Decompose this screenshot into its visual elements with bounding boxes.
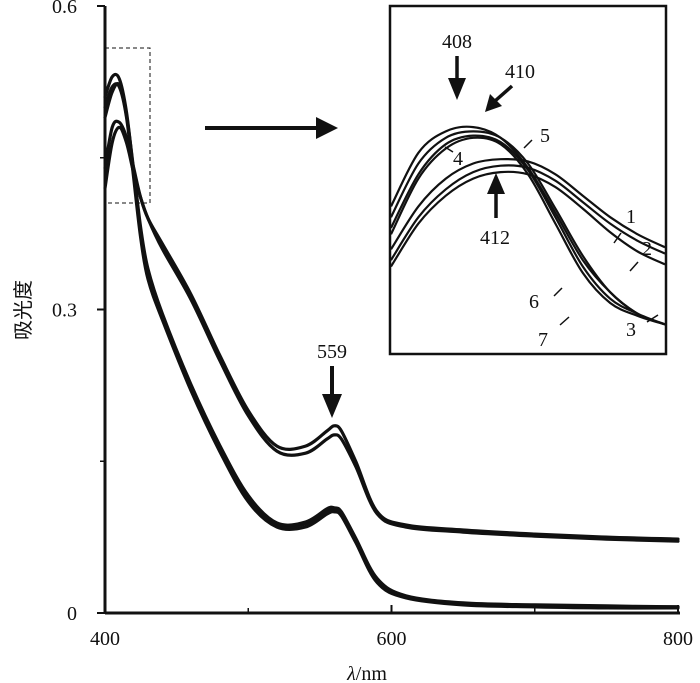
inset-panel: 408 410 412 1 2 3 4 5 6 7 xyxy=(388,4,668,356)
inset-curve-1 xyxy=(391,157,665,250)
inset-arrowhead-410 xyxy=(485,94,502,112)
inset-curve-marker-7 xyxy=(559,316,570,326)
inset-curve-marker-1 xyxy=(613,232,622,244)
spectrum-curve-5 xyxy=(103,82,680,609)
x-tick-label-1: 600 xyxy=(377,628,407,650)
inset-arrowhead-408 xyxy=(448,78,466,100)
x-tick-label-2: 800 xyxy=(663,628,693,650)
inset-curve-marker-2 xyxy=(629,261,639,272)
inset-curve-number-5: 5 xyxy=(540,125,550,147)
inset-curve-marker-6 xyxy=(553,287,563,297)
x-tick-label-0: 400 xyxy=(90,628,120,650)
inset-curve-marker-4 xyxy=(444,146,454,153)
inset-frame xyxy=(388,4,668,356)
inset-curve-7 xyxy=(391,136,665,326)
inset-curve-number-3: 3 xyxy=(626,319,636,341)
inset-curve-number-1: 1 xyxy=(626,206,636,228)
x-axis-label: λ/nm xyxy=(346,663,387,683)
inset-curve-marker-3 xyxy=(646,314,659,323)
tick-labels: 400 600 800 0 0.3 0.6 xyxy=(52,0,693,650)
y-tick-label-0: 0 xyxy=(67,603,77,625)
inset-curve-number-7: 7 xyxy=(538,329,548,351)
inset-curve-6 xyxy=(391,134,665,326)
main-curves xyxy=(103,72,680,610)
inset-curve-5 xyxy=(391,130,665,326)
inset-curve-number-6: 6 xyxy=(529,291,539,313)
inset-arrowhead-412 xyxy=(487,173,505,194)
y-axis-label: 吸光度 xyxy=(12,280,35,340)
zoom-arrow xyxy=(205,117,338,139)
inset-peak-410-label: 410 xyxy=(505,61,535,83)
inset-peak-412-label: 412 xyxy=(480,227,510,249)
y-tick-label-2: 0.6 xyxy=(52,0,77,18)
peak-559-annotation: 559 xyxy=(317,341,347,418)
x-axis-label-unit: /nm xyxy=(356,663,388,683)
inset-curves xyxy=(391,125,665,326)
inset-curve-marker-5 xyxy=(523,139,533,149)
inset-peak-408-label: 408 xyxy=(442,31,472,53)
inset-curve-number-4: 4 xyxy=(453,148,463,170)
inset-arrow-410 xyxy=(493,84,514,103)
y-tick-label-1: 0.3 xyxy=(52,300,77,322)
zoom-region-box xyxy=(104,47,151,204)
x-axis-label-symbol: λ xyxy=(346,663,356,683)
inset-curve-number-2: 2 xyxy=(642,238,652,260)
peak-559-label: 559 xyxy=(317,341,347,363)
